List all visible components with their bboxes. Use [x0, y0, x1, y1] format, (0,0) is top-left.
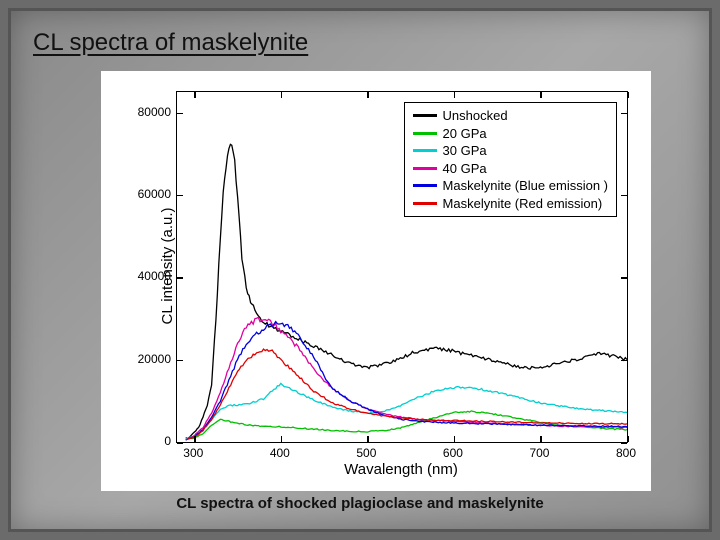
xtick-label: 300	[183, 446, 203, 460]
slide-frame: CL spectra of maskelynite CL intensity (…	[8, 8, 712, 532]
xtick-label: 700	[529, 446, 549, 460]
xtick-label: 800	[616, 446, 636, 460]
plot-area: Unshocked20 GPa30 GPa40 GPaMaskelynite (…	[176, 91, 628, 443]
legend-swatch	[413, 167, 437, 170]
ytick-label: 0	[164, 434, 171, 448]
legend-label: Maskelynite (Blue emission )	[443, 177, 608, 195]
xtick-label: 500	[356, 446, 376, 460]
x-axis-label: Wavalength (nm)	[176, 461, 626, 478]
legend-label: 20 GPa	[443, 125, 487, 143]
ytick-label: 40000	[138, 269, 171, 283]
legend-item: 30 GPa	[413, 142, 608, 160]
legend-label: Unshocked	[443, 107, 508, 125]
xtick-label: 400	[270, 446, 290, 460]
legend-item: Unshocked	[413, 107, 608, 125]
legend-swatch	[413, 149, 437, 152]
series-line	[186, 318, 627, 440]
slide-title: CL spectra of maskelynite	[33, 29, 308, 57]
ytick-label: 60000	[138, 187, 171, 201]
ytick-label: 80000	[138, 105, 171, 119]
series-line	[186, 383, 627, 438]
legend-swatch	[413, 114, 437, 117]
figure-caption: CL spectra of shocked plagioclase and ma…	[0, 495, 720, 512]
ytick-label: 20000	[138, 352, 171, 366]
legend-label: Maskelynite (Red emission)	[443, 195, 603, 213]
legend-swatch	[413, 202, 437, 205]
legend-item: 40 GPa	[413, 160, 608, 178]
legend-label: 40 GPa	[443, 160, 487, 178]
legend-item: 20 GPa	[413, 125, 608, 143]
chart-panel: CL intensity (a.u.) Wavalength (nm) 0 200…	[101, 71, 651, 491]
legend-item: Maskelynite (Blue emission )	[413, 177, 608, 195]
y-axis-label: CL intensity (a.u.)	[159, 208, 176, 325]
legend-label: 30 GPa	[443, 142, 487, 160]
xtick-label: 600	[443, 446, 463, 460]
series-line	[186, 322, 627, 440]
legend-item: Maskelynite (Red emission)	[413, 195, 608, 213]
legend: Unshocked20 GPa30 GPa40 GPaMaskelynite (…	[404, 102, 617, 217]
legend-swatch	[413, 132, 437, 135]
legend-swatch	[413, 184, 437, 187]
